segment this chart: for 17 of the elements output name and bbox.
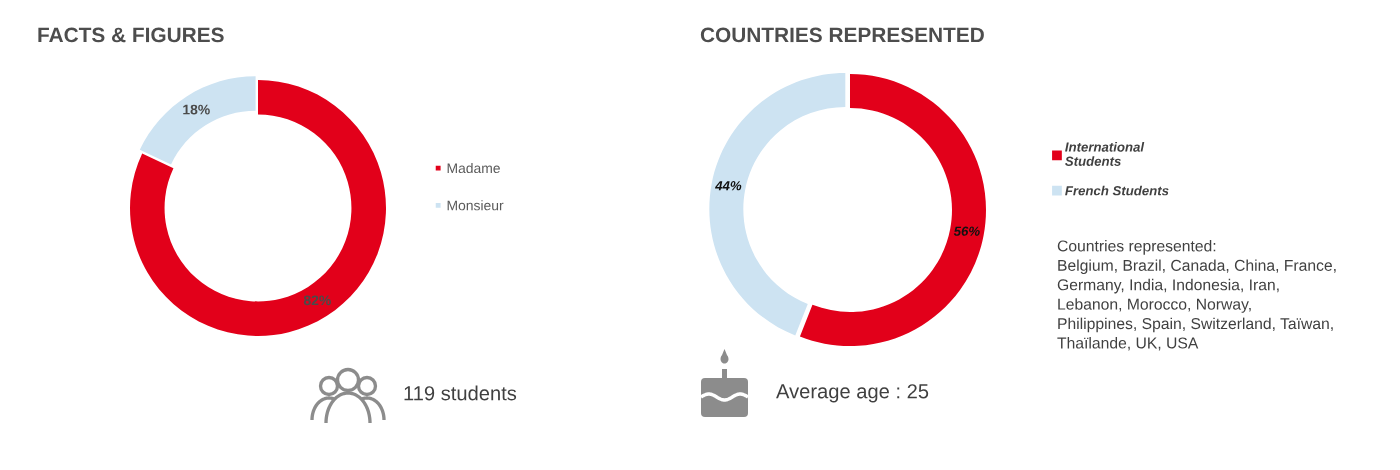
data-label: 56% [953, 226, 980, 236]
legend-label: International Students [1065, 142, 1145, 166]
text: Countries represented: Belgium, Brazil, Canada, China, France, Germany, India, Indonesia, Iran, Lebanon, Morocco, Norway, Philippines, Spain, Switzerland, Taïwan, Thaïlande, UK, USA [1057, 240, 1336, 351]
donut-slice [799, 74, 986, 346]
text: Average age : 25 [776, 384, 929, 403]
text: 119 students [404, 385, 517, 401]
chart-title: FACTS & FIGURES [38, 27, 224, 43]
donut-slice [130, 80, 386, 336]
data-label: 82% [303, 295, 331, 306]
legend-label: Madame [447, 162, 500, 174]
data-label: 44% [715, 181, 742, 191]
legend-label: Monsieur [447, 200, 504, 211]
legend-label: French Students [1065, 185, 1169, 196]
chart-title: COUNTRIES REPRESENTED [700, 27, 984, 43]
data-label: 18% [183, 104, 210, 115]
donut-slice [139, 76, 256, 165]
donut-slice [709, 73, 846, 336]
